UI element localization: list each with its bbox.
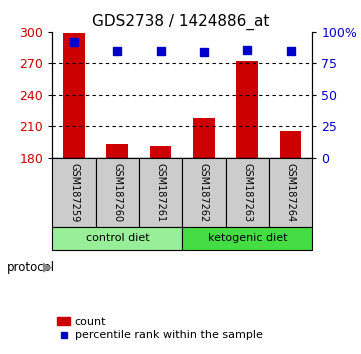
Bar	[226, 158, 269, 227]
Text: GSM187260: GSM187260	[112, 163, 122, 222]
Bar	[182, 227, 312, 250]
Bar	[150, 146, 171, 158]
Bar	[63, 33, 85, 158]
Text: ketogenic diet: ketogenic diet	[208, 233, 287, 243]
Bar	[96, 158, 139, 227]
Bar	[52, 158, 96, 227]
Bar	[193, 118, 215, 158]
Bar	[280, 131, 301, 158]
Text: GSM187259: GSM187259	[69, 162, 79, 222]
Bar	[106, 144, 128, 158]
Text: ▶: ▶	[43, 261, 52, 274]
Bar	[182, 158, 226, 227]
Text: GSM187264: GSM187264	[286, 163, 296, 222]
Legend: count, percentile rank within the sample: count, percentile rank within the sample	[52, 313, 267, 345]
Bar	[269, 158, 312, 227]
Text: GSM187263: GSM187263	[242, 163, 252, 222]
Text: control diet: control diet	[86, 233, 149, 243]
Text: GSM187262: GSM187262	[199, 162, 209, 222]
Text: GDS2738 / 1424886_at: GDS2738 / 1424886_at	[92, 14, 269, 30]
Bar	[139, 158, 182, 227]
Bar	[52, 227, 182, 250]
Bar	[236, 61, 258, 158]
Text: protocol: protocol	[7, 261, 55, 274]
Text: GSM187261: GSM187261	[156, 163, 166, 222]
